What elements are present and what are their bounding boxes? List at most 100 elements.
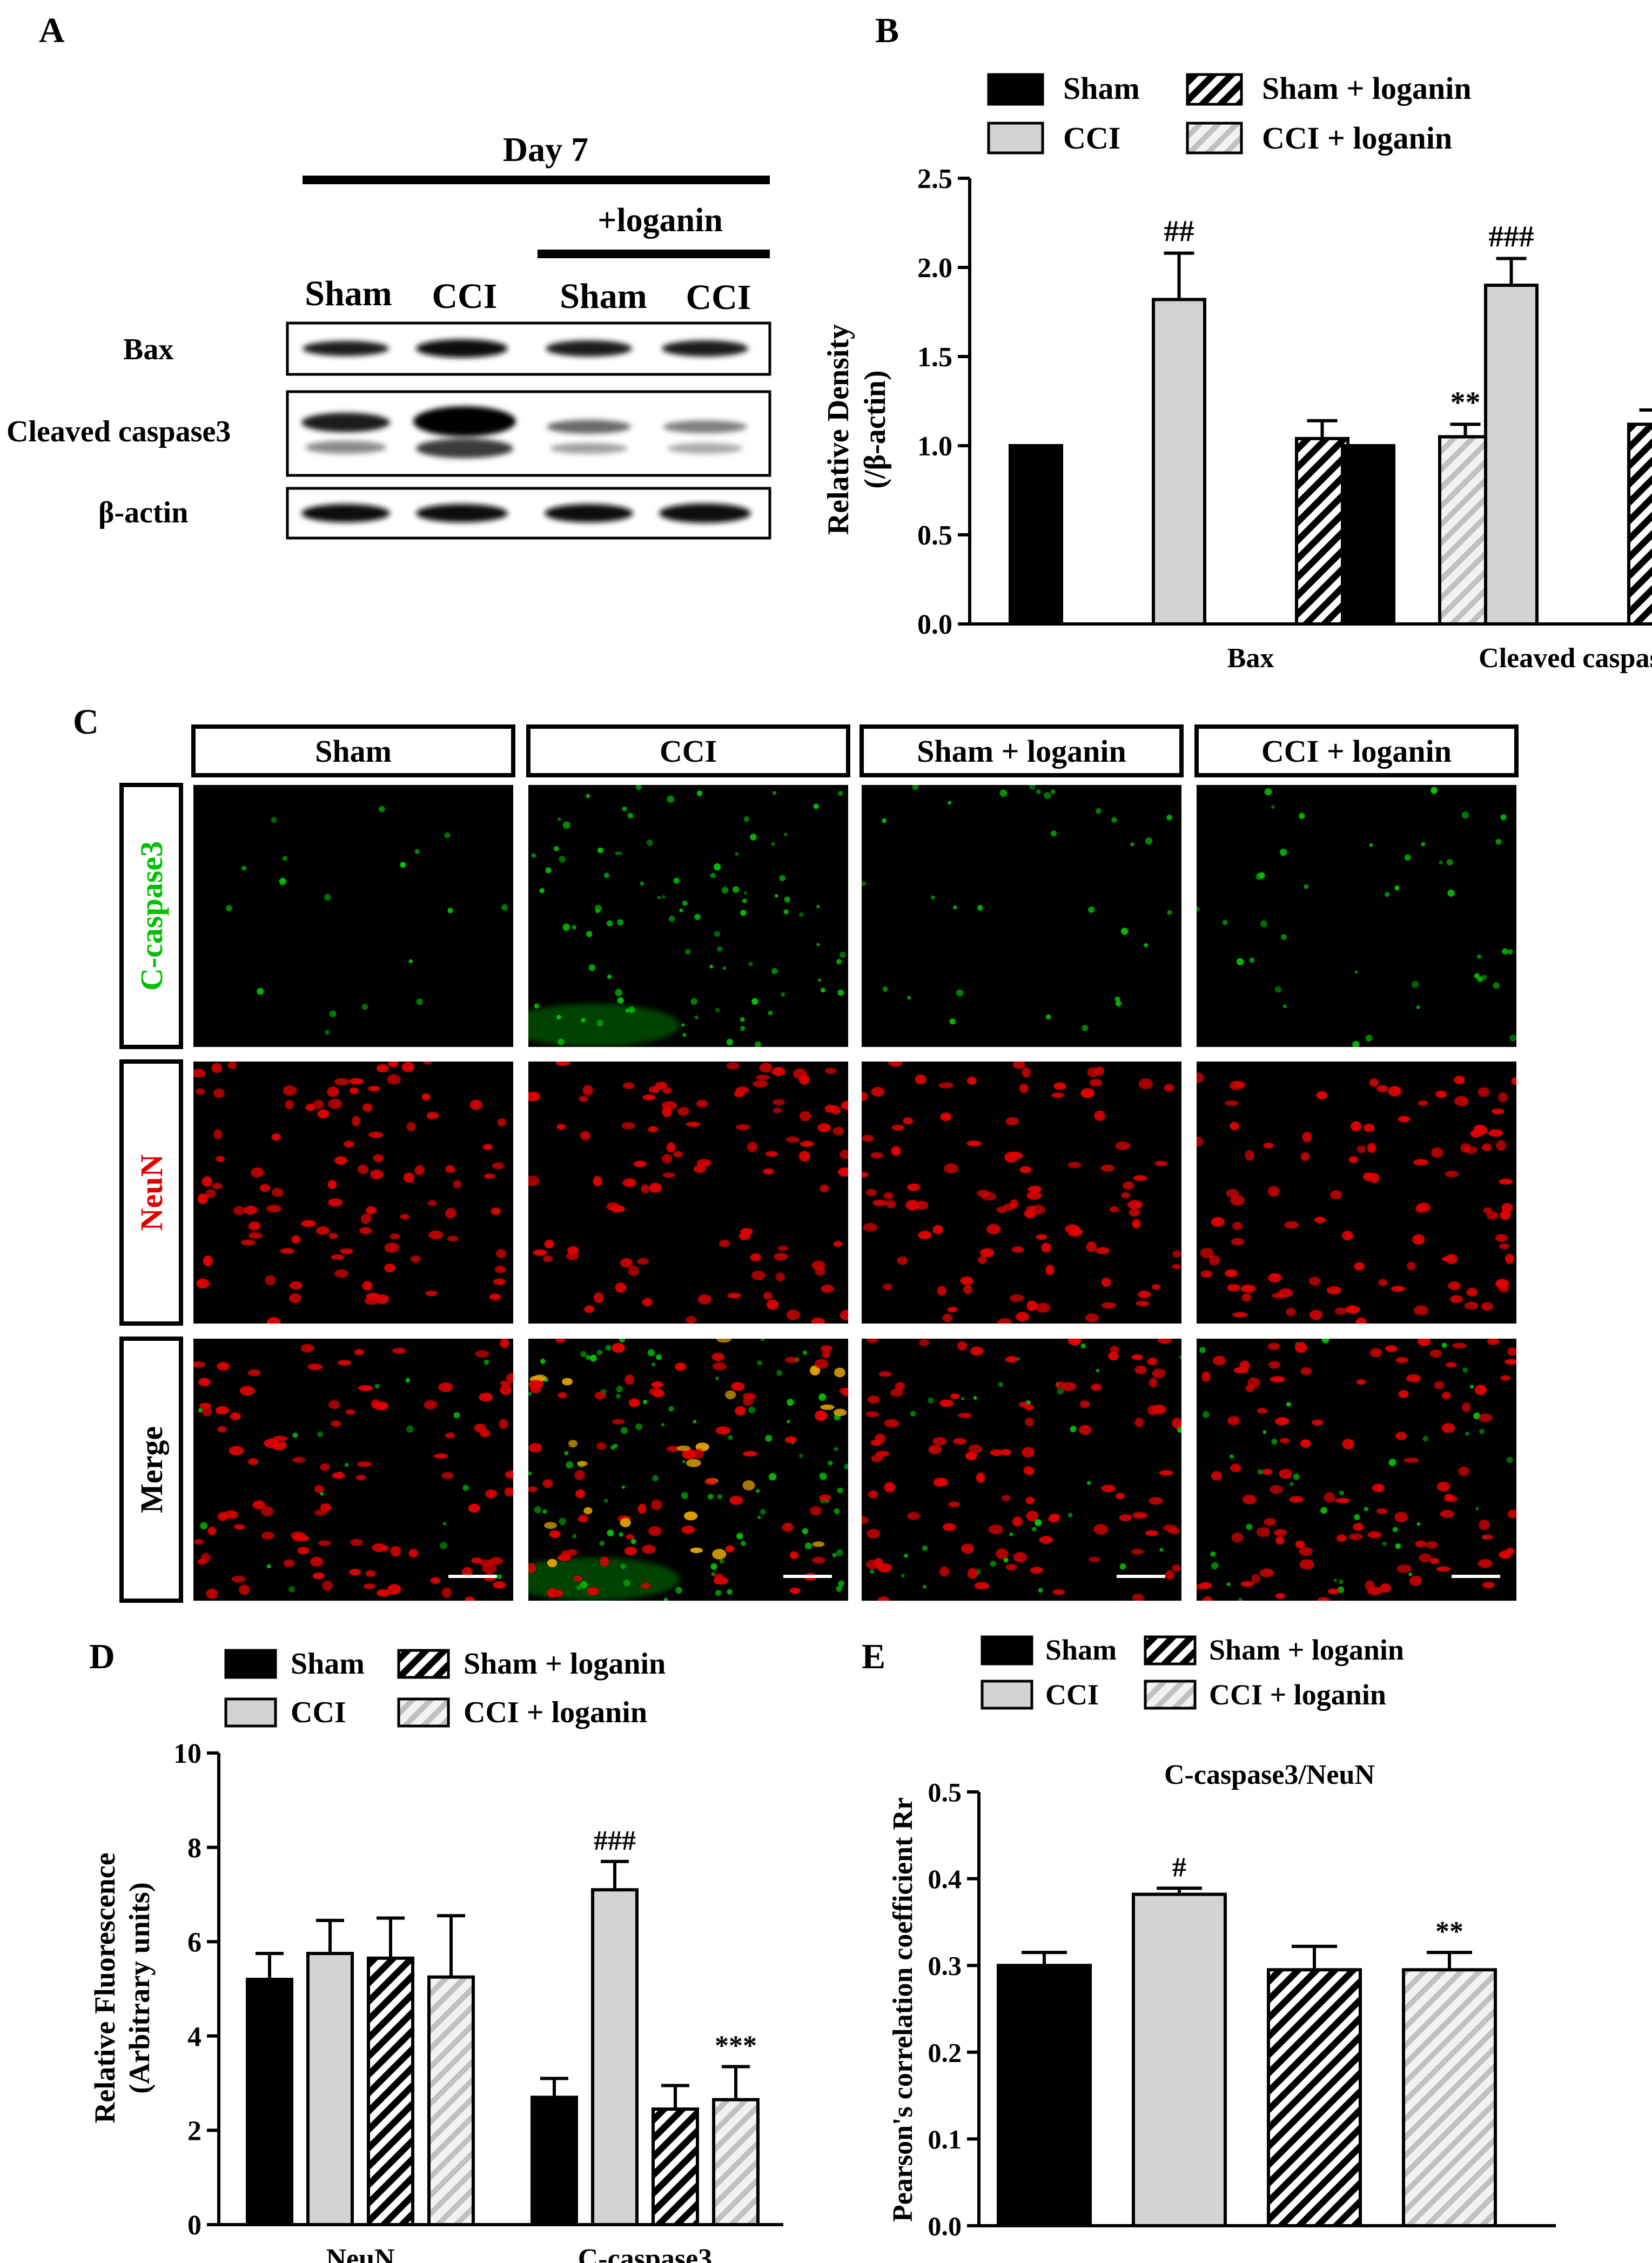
green-signal <box>595 909 600 914</box>
red-signal <box>890 1388 903 1397</box>
green-signal <box>414 849 420 854</box>
legend-label: CCI + loganin <box>464 1696 647 1729</box>
red-signal <box>1115 1493 1125 1500</box>
red-signal <box>681 1525 695 1534</box>
red-signal <box>1085 1313 1099 1322</box>
green-signal <box>1111 817 1117 823</box>
red-signal <box>1079 1400 1090 1408</box>
red-signal <box>767 1299 779 1310</box>
x-category-label: C-caspase3 <box>578 2244 712 2263</box>
x-category-label: NeuN <box>326 2244 394 2263</box>
micrograph-image <box>1197 1339 1516 1601</box>
red-signal <box>1067 1161 1082 1169</box>
bar <box>427 1975 475 2227</box>
micrograph-image <box>862 1339 1181 1601</box>
red-signal <box>628 1265 640 1277</box>
red-signal <box>775 1272 785 1281</box>
green-signal <box>1354 1514 1360 1520</box>
red-signal <box>344 1140 354 1148</box>
red-signal <box>633 1160 647 1167</box>
red-signal <box>820 1345 833 1352</box>
red-signal <box>1465 1146 1478 1154</box>
red-signal <box>763 1168 774 1175</box>
red-signal <box>1385 1345 1398 1352</box>
red-signal <box>1231 1238 1245 1246</box>
red-signal <box>1270 1376 1285 1382</box>
red-signal <box>1324 1492 1335 1503</box>
legend-swatch-cci <box>981 1680 1033 1710</box>
red-signal <box>1227 1416 1240 1426</box>
legend-swatch-sham <box>987 73 1044 106</box>
red-signal <box>820 1184 829 1193</box>
green-signal <box>1179 1355 1181 1360</box>
green-signal <box>844 1463 848 1470</box>
green-signal <box>599 1540 605 1546</box>
red-signal <box>580 1131 591 1140</box>
micrograph-image <box>528 785 848 1047</box>
red-signal <box>919 1339 930 1347</box>
red-signal <box>1334 1307 1347 1315</box>
red-signal <box>653 1389 664 1398</box>
green-signal <box>586 1355 590 1360</box>
bar <box>997 1964 1092 2227</box>
red-signal <box>798 1151 810 1162</box>
red-signal <box>1308 1277 1321 1286</box>
red-signal <box>696 1159 711 1167</box>
green-signal <box>647 1349 655 1357</box>
red-signal <box>320 1463 330 1471</box>
red-signal <box>1039 1536 1053 1544</box>
red-signal <box>320 1503 332 1512</box>
red-signal <box>1010 1294 1024 1302</box>
micrograph-cells <box>528 785 846 1047</box>
blot-band <box>546 340 632 357</box>
blot-row-label: Cleaved caspase3 <box>6 415 231 448</box>
green-signal <box>742 898 747 903</box>
green-signal <box>668 1406 674 1412</box>
green-signal <box>710 1563 717 1570</box>
red-signal <box>1127 1200 1143 1210</box>
red-signal <box>862 1172 869 1178</box>
green-signal <box>647 840 653 846</box>
red-signal <box>1149 1497 1163 1505</box>
y-tick-label: 0.2 <box>928 2037 962 2067</box>
red-signal <box>1278 1288 1293 1298</box>
green-signal <box>1003 1557 1009 1563</box>
red-signal <box>424 1400 438 1409</box>
red-signal <box>1012 1062 1025 1069</box>
legend-label: Sham <box>291 1647 365 1681</box>
bar <box>1438 435 1493 626</box>
red-signal <box>244 1205 258 1215</box>
green-signal <box>1120 928 1129 935</box>
red-signal <box>965 1451 977 1461</box>
red-signal <box>978 1255 987 1264</box>
red-signal <box>891 1124 904 1131</box>
green-signal <box>1474 973 1480 979</box>
green-signal <box>1038 1588 1043 1593</box>
red-signal <box>682 1448 696 1460</box>
red-signal <box>1440 1509 1454 1518</box>
red-signal <box>1498 1092 1508 1103</box>
red-signal <box>542 1255 553 1263</box>
green-signal <box>619 1339 626 1343</box>
green-signal <box>1416 1005 1420 1009</box>
red-signal <box>1018 1401 1029 1408</box>
red-signal <box>1279 1468 1292 1479</box>
y-tick-label: 2 <box>187 2116 202 2147</box>
red-signal <box>862 1091 868 1101</box>
red-signal <box>280 1248 295 1254</box>
green-signal <box>1293 1473 1300 1480</box>
green-signal <box>779 875 785 882</box>
y-tick-label: 2.0 <box>917 253 952 284</box>
bar <box>1627 422 1652 626</box>
red-signal <box>1418 1339 1431 1347</box>
green-signal <box>1304 884 1309 889</box>
significance-label: ** <box>1450 386 1481 419</box>
green-signal <box>1167 910 1172 915</box>
green-signal <box>772 791 777 795</box>
red-signal <box>1091 1384 1102 1391</box>
green-signal <box>1258 872 1265 879</box>
green-signal <box>750 834 757 841</box>
legend-swatch-cci <box>987 122 1044 155</box>
red-signal <box>651 1381 664 1388</box>
red-signal <box>1145 1530 1159 1536</box>
